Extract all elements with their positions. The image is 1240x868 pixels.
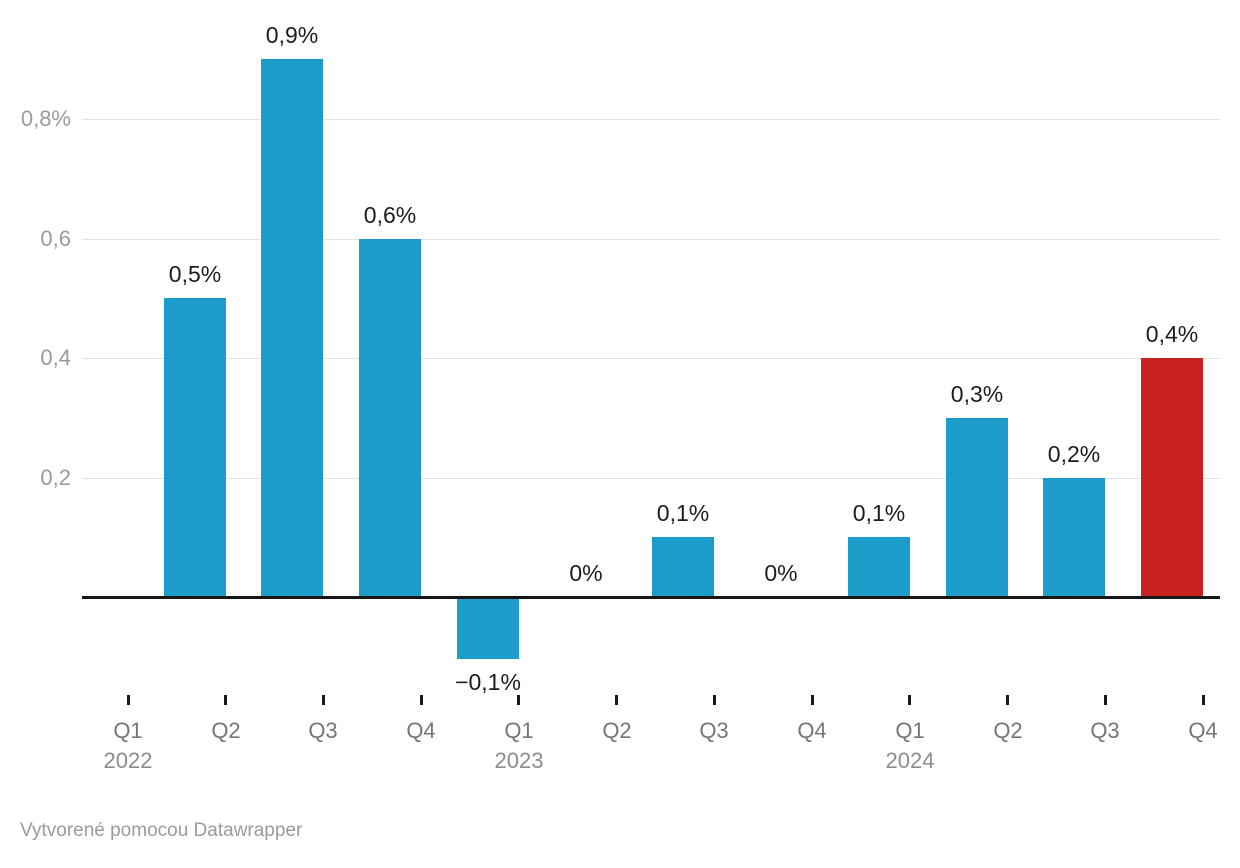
x-axis-quarter-label: Q2 [211, 718, 241, 743]
x-axis-tick [127, 695, 130, 705]
x-axis-tick [420, 695, 423, 705]
bar-value-label: 0,9% [265, 22, 319, 48]
x-axis-tick [615, 695, 618, 705]
y-axis-label: 0,2 [40, 465, 71, 490]
x-axis-tick [517, 695, 520, 705]
x-axis-quarter-label: Q2 [602, 718, 632, 743]
x-axis-year-label: 2024 [885, 748, 935, 773]
x-axis-tick [322, 695, 325, 705]
x-axis-tick [811, 695, 814, 705]
bar-q4-2023[interactable] [848, 537, 910, 597]
x-axis-quarter-label: Q1 [113, 718, 143, 743]
bar-value-label: 0,3% [950, 381, 1004, 407]
bar-q1-2024[interactable] [946, 418, 1008, 597]
bar-value-label: 0,1% [656, 500, 710, 526]
bar-value-label: 0,4% [1145, 321, 1199, 347]
bar-q2-2023[interactable] [652, 537, 714, 597]
x-axis-tick [224, 695, 227, 705]
y-axis-label: 0,4 [40, 345, 71, 370]
x-axis-quarter-label: Q3 [308, 718, 338, 743]
bar-value-label: 0,5% [168, 261, 222, 287]
bar-q2-2022[interactable] [261, 59, 323, 597]
bar-q2-2024[interactable] [1043, 478, 1105, 598]
bar-q4-2022[interactable] [457, 599, 519, 659]
datawrapper-attribution[interactable]: Vytvorené pomocou Datawrapper [20, 820, 303, 841]
gridline [82, 478, 1220, 479]
x-axis-tick [1006, 695, 1009, 705]
x-axis-quarter-label: Q3 [1090, 718, 1120, 743]
x-axis-quarter-label: Q4 [1188, 718, 1218, 743]
gridline [82, 358, 1220, 359]
bar-value-label: 0,6% [363, 202, 417, 228]
x-axis-quarter-label: Q3 [699, 718, 729, 743]
x-axis-year-label: 2022 [103, 748, 153, 773]
x-axis-quarter-label: Q1 [504, 718, 534, 743]
x-axis-quarter-label: Q4 [797, 718, 827, 743]
bar-value-label: −0,1% [455, 669, 521, 695]
x-axis-tick [713, 695, 716, 705]
bar-q1-2022[interactable] [164, 298, 226, 597]
gridline [82, 239, 1220, 240]
y-axis-label: 0,8% [20, 106, 71, 131]
y-axis-label: 0,6 [40, 226, 71, 251]
x-axis-tick [1104, 695, 1107, 705]
x-axis-tick [1202, 695, 1205, 705]
bar-q3-2022[interactable] [359, 239, 421, 598]
gridline [82, 119, 1220, 120]
zero-axis-line [82, 596, 1220, 599]
bar-value-label: 0,2% [1047, 441, 1101, 467]
bar-q3-2024[interactable] [1141, 358, 1203, 597]
x-axis-year-label: 2023 [494, 748, 544, 773]
x-axis-quarter-label: Q2 [993, 718, 1023, 743]
x-axis-quarter-label: Q1 [895, 718, 925, 743]
x-axis-tick [908, 695, 911, 705]
x-axis-quarter-label: Q4 [406, 718, 436, 743]
bar-value-label: 0% [764, 560, 798, 586]
bar-value-label: 0% [569, 560, 603, 586]
bar-value-label: 0,1% [852, 500, 906, 526]
